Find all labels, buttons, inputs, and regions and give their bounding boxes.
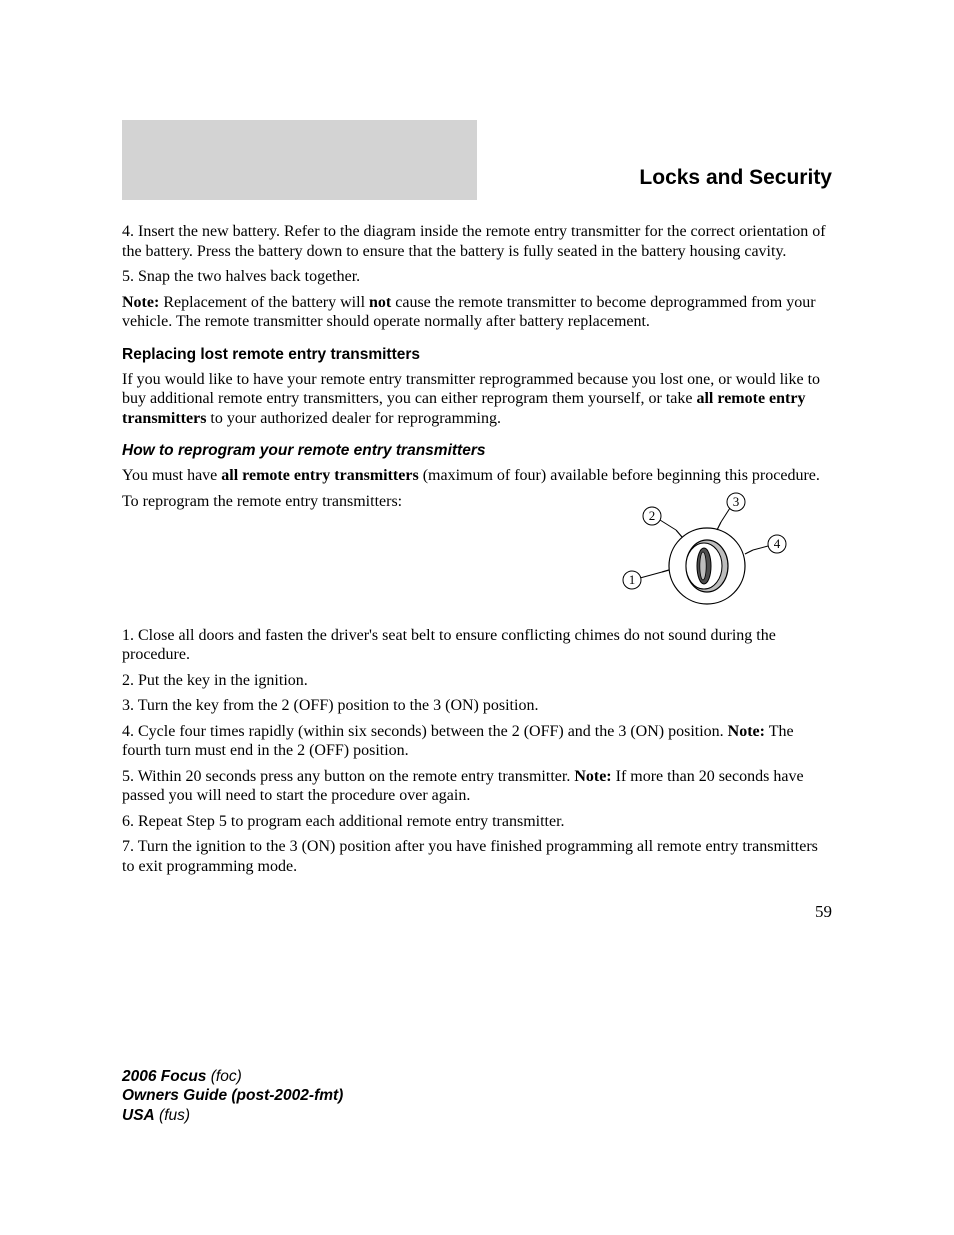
howto-intro-pre: You must have	[122, 467, 221, 484]
heading-how-to-reprogram: How to reprogram your remote entry trans…	[122, 442, 832, 460]
body-text: 4. Insert the new battery. Refer to the …	[122, 222, 832, 922]
diagram-label-4: 4	[774, 536, 781, 551]
reprogram-step-6: 6. Repeat Step 5 to program each additio…	[122, 812, 832, 832]
note-pre: Replacement of the battery will	[159, 294, 369, 311]
page-number: 59	[122, 902, 832, 922]
step-5-pre: 5. Within 20 seconds press any button on…	[122, 768, 574, 785]
replace-post: to your authorized dealer for reprogramm…	[206, 410, 501, 427]
howto-intro-post: (maximum of four) available before begin…	[419, 467, 820, 484]
reprogram-step-7: 7. Turn the ignition to the 3 (ON) posit…	[122, 837, 832, 876]
replacing-lost-paragraph: If you would like to have your remote en…	[122, 370, 832, 429]
reprogram-step-5: 5. Within 20 seconds press any button on…	[122, 767, 832, 806]
diagram-label-2: 2	[649, 508, 656, 523]
header-grey-block	[122, 120, 477, 200]
ignition-svg: 1 2 3 4	[602, 492, 802, 622]
page: Locks and Security 4. Insert the new bat…	[0, 0, 954, 1235]
footer-guide: Owners Guide (post-2002-fmt)	[122, 1087, 343, 1104]
footer-region-code: (fus)	[155, 1107, 190, 1124]
footer-line-1: 2006 Focus (foc)	[122, 1067, 343, 1086]
reprogram-step-1: 1. Close all doors and fasten the driver…	[122, 626, 832, 665]
footer-model-code: (foc)	[206, 1068, 241, 1085]
step-4-note-label: Note:	[728, 723, 765, 740]
note-bold-not: not	[369, 294, 391, 311]
diagram-label-3: 3	[733, 494, 740, 509]
diagram-left-text: To reprogram the remote entry transmitte…	[122, 492, 572, 518]
heading-replacing-lost: Replacing lost remote entry transmitters	[122, 346, 832, 364]
howto-intro: You must have all remote entry transmitt…	[122, 466, 832, 486]
reprogram-step-3: 3. Turn the key from the 2 (OFF) positio…	[122, 696, 832, 716]
howto-intro-bold: all remote entry transmitters	[221, 467, 418, 484]
step-5-note-label: Note:	[574, 768, 611, 785]
step-5-snap-halves: 5. Snap the two halves back together.	[122, 267, 832, 287]
footer: 2006 Focus (foc) Owners Guide (post-2002…	[122, 1067, 343, 1125]
footer-region: USA	[122, 1107, 155, 1124]
diagram-label-1: 1	[629, 572, 636, 587]
header-title-wrap: Locks and Security	[477, 120, 832, 200]
section-title: Locks and Security	[639, 166, 832, 190]
footer-line-3: USA (fus)	[122, 1106, 343, 1125]
step-4-insert-battery: 4. Insert the new battery. Refer to the …	[122, 222, 832, 261]
diagram-block: To reprogram the remote entry transmitte…	[122, 492, 832, 622]
header-bar: Locks and Security	[122, 120, 832, 200]
to-reprogram-text: To reprogram the remote entry transmitte…	[122, 492, 562, 512]
ignition-diagram: 1 2 3 4	[572, 492, 832, 622]
note-label: Note:	[122, 294, 159, 311]
footer-line-2: Owners Guide (post-2002-fmt)	[122, 1086, 343, 1105]
reprogram-step-2: 2. Put the key in the ignition.	[122, 671, 832, 691]
step-4-pre: 4. Cycle four times rapidly (within six …	[122, 723, 728, 740]
note-battery-replacement: Note: Replacement of the battery will no…	[122, 293, 832, 332]
reprogram-step-4: 4. Cycle four times rapidly (within six …	[122, 722, 832, 761]
footer-model: 2006 Focus	[122, 1068, 206, 1085]
